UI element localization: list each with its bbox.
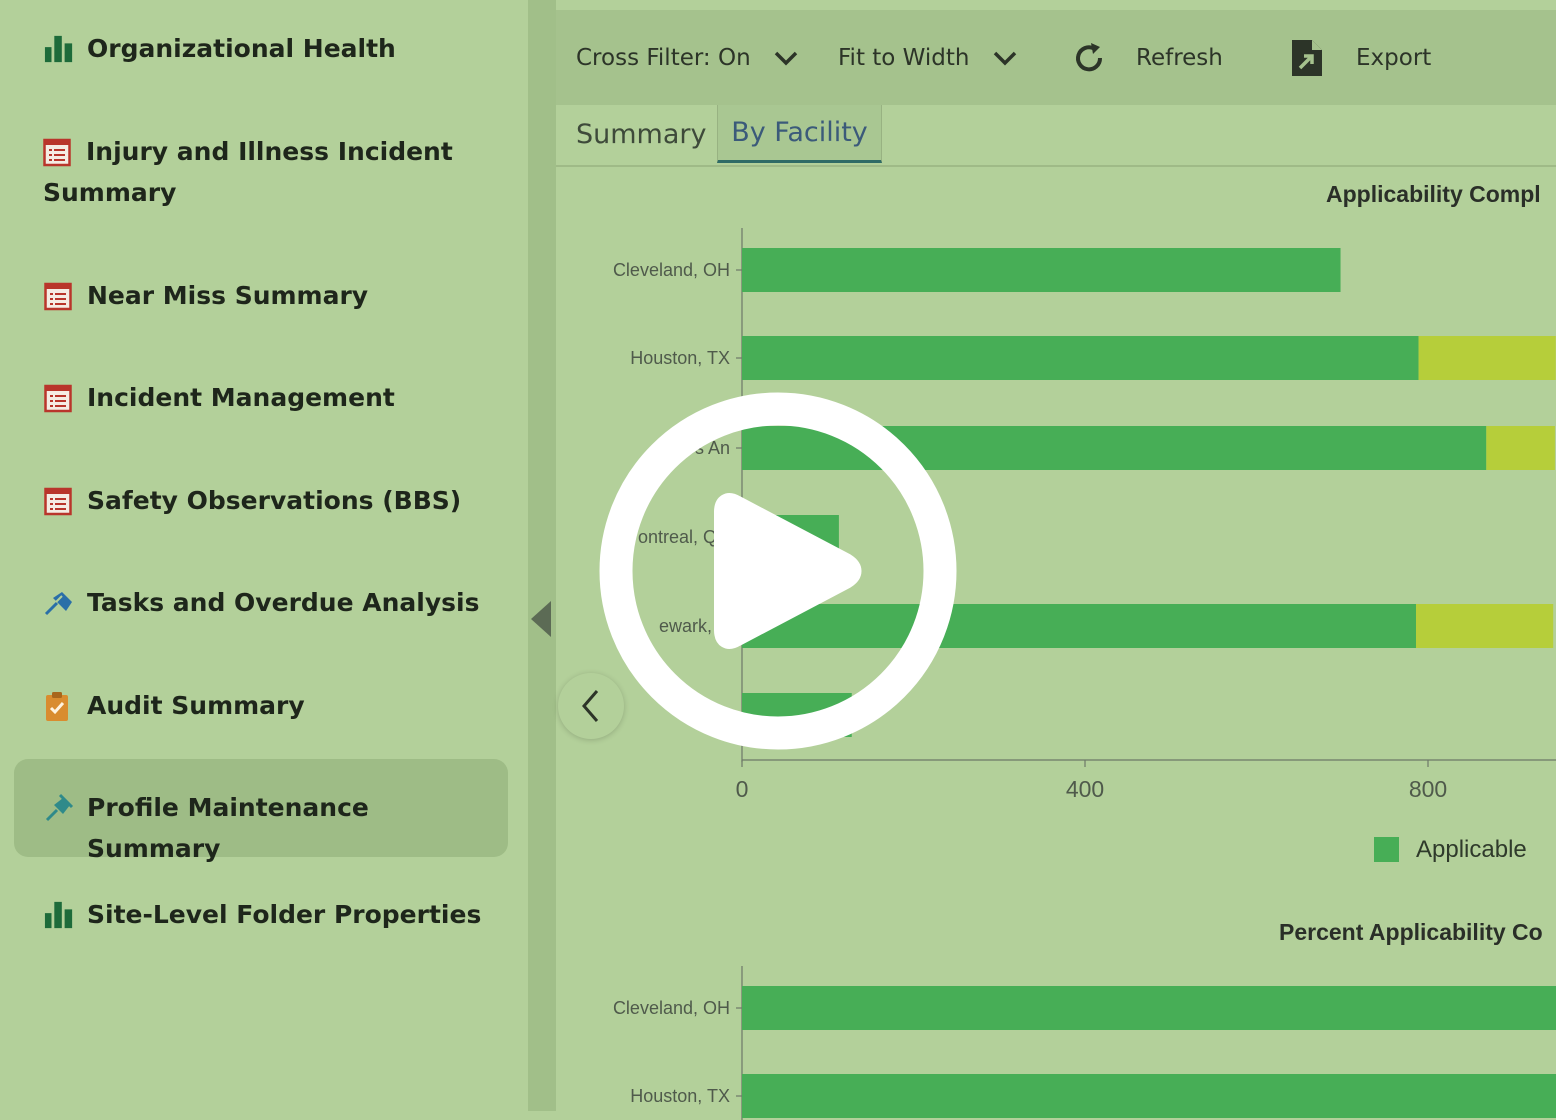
legend-label: Applicable xyxy=(1416,836,1527,863)
report-icon xyxy=(43,131,73,172)
bar-chart-icon xyxy=(44,28,74,69)
refresh-label: Refresh xyxy=(1136,44,1223,71)
sidebar-item-audit-summary[interactable]: Audit Summary xyxy=(14,685,508,726)
previous-button[interactable] xyxy=(558,673,624,739)
y-tick-label: ontreal, QC xyxy=(638,527,730,547)
bar-chart-icon xyxy=(44,894,74,935)
pin-icon xyxy=(44,787,74,828)
sidebar-item-injury-and-illness-incident-summary[interactable]: Injury and Illness Incident Summary xyxy=(14,131,508,213)
cross-filter-dropdown[interactable]: Cross Filter: On xyxy=(576,10,799,105)
sidebar-item-label: Tasks and Overdue Analysis xyxy=(87,588,480,617)
y-tick-label: Houston, TX xyxy=(630,1086,730,1106)
chevron-left-icon xyxy=(582,690,599,722)
x-tick-label: 800 xyxy=(1409,776,1447,802)
bar xyxy=(742,1074,1556,1118)
refresh-icon xyxy=(1072,41,1106,75)
sidebar-item-label: Injury and Illness Incident Summary xyxy=(43,137,453,207)
report-tabs: Summary By Facility xyxy=(556,105,1556,167)
report-icon xyxy=(44,377,74,418)
fit-to-width-dropdown[interactable]: Fit to Width xyxy=(838,10,1018,105)
bar xyxy=(742,604,1416,648)
x-tick-label: 0 xyxy=(736,776,749,802)
toolbar: Cross Filter: On Fit to Width Refresh Ex… xyxy=(556,10,1556,105)
chart-title: Applicability Compl xyxy=(1326,181,1541,207)
export-button[interactable]: Export xyxy=(1290,10,1431,105)
chevron-down-icon xyxy=(773,50,799,66)
collapse-sidebar-icon[interactable] xyxy=(531,601,551,637)
cross-filter-label: Cross Filter: On xyxy=(576,44,751,71)
report-icon xyxy=(44,275,74,316)
sidebar-item-label: Near Miss Summary xyxy=(87,281,369,310)
sidebar-item-profile-maintenance-summary[interactable]: Profile Maintenance Summary xyxy=(14,759,508,863)
tab-by-facility[interactable]: By Facility xyxy=(717,105,882,163)
sidebar-item-label: Audit Summary xyxy=(87,691,305,720)
sidebar-item-near-miss-summary[interactable]: Near Miss Summary xyxy=(14,275,508,316)
y-tick-label: Cleveland, OH xyxy=(613,260,730,280)
bar xyxy=(1415,604,1554,648)
y-tick-label: Cleveland, OH xyxy=(613,998,730,1018)
bar xyxy=(742,248,1341,292)
x-tick-label: 400 xyxy=(1066,776,1104,802)
y-tick-label: ewark, N xyxy=(659,616,730,636)
sidebar-item-safety-observations[interactable]: Safety Observations (BBS) xyxy=(14,480,508,521)
chart-title: Percent Applicability Co xyxy=(1279,919,1543,945)
sidebar-item-site-level-folder-properties[interactable]: Site-Level Folder Properties xyxy=(14,894,508,935)
sidebar-item-incident-management[interactable]: Incident Management xyxy=(14,377,508,418)
sidebar-item-label: Incident Management xyxy=(87,383,395,412)
sidebar-collapse-bar[interactable] xyxy=(528,0,556,1111)
pin-icon xyxy=(44,582,74,623)
sidebar-item-label: Organizational Health xyxy=(87,34,396,63)
play-video-icon[interactable] xyxy=(599,392,957,750)
sidebar: Organizational Health Injury and Illness… xyxy=(0,0,528,1111)
sidebar-item-tasks-and-overdue-analysis[interactable]: Tasks and Overdue Analysis xyxy=(14,582,508,623)
sidebar-item-label: Safety Observations (BBS) xyxy=(87,486,462,515)
bar xyxy=(1418,336,1556,380)
percent-applicability-bar-chart: Cleveland, OH Houston, TX xyxy=(613,966,1556,1120)
clipboard-check-icon xyxy=(44,685,74,726)
fit-label: Fit to Width xyxy=(838,44,970,71)
bar xyxy=(742,986,1556,1030)
refresh-button[interactable]: Refresh xyxy=(1072,10,1223,105)
export-file-icon xyxy=(1290,38,1324,78)
tab-summary[interactable]: Summary xyxy=(576,118,707,150)
report-icon xyxy=(44,480,74,521)
sidebar-item-label: Site-Level Folder Properties xyxy=(87,900,482,929)
export-label: Export xyxy=(1356,44,1432,71)
bar xyxy=(742,336,1419,380)
chevron-down-icon xyxy=(992,50,1018,66)
bar xyxy=(1486,426,1555,470)
sidebar-item-organizational-health[interactable]: Organizational Health xyxy=(14,28,508,69)
y-tick-label: Houston, TX xyxy=(630,348,730,368)
legend-swatch xyxy=(1374,837,1399,862)
sidebar-item-label: Profile Maintenance Summary xyxy=(87,793,369,863)
